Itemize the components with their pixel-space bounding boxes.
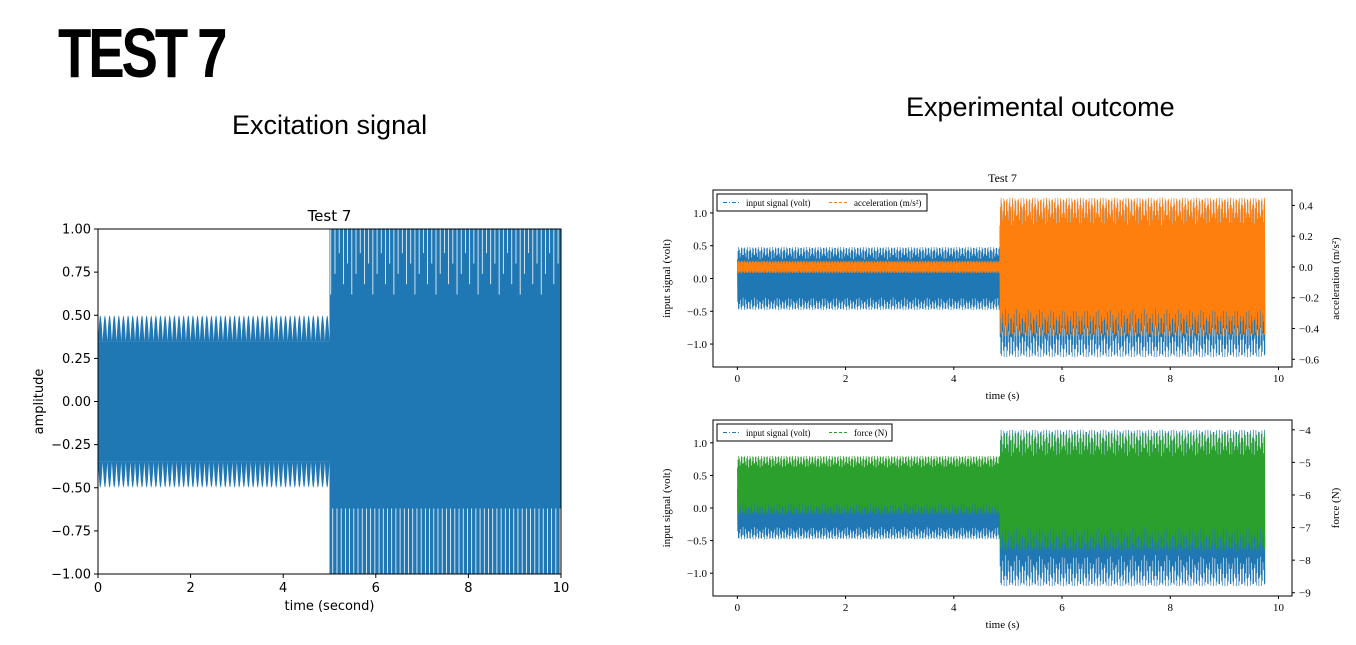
experimental-outcome-heading: Experimental outcome [906, 92, 1175, 122]
acceleration-chart-title: Test 7 [988, 171, 1017, 185]
force-chart-x-tick-label: 8 [1167, 602, 1173, 614]
acceleration-chart-y-axis-label: input signal (volt) [661, 239, 673, 318]
acceleration-chart-input-signal-line [737, 246, 1001, 311]
force-chart-x-tick-label: 10 [1273, 602, 1285, 614]
y-tick-label: 1.00 [62, 223, 91, 238]
force-chart-y2-tick-label: −8 [1299, 555, 1311, 567]
acceleration-chart-x-tick-label: 6 [1059, 373, 1065, 385]
acceleration-chart-frame [712, 189, 1293, 368]
y-tick-label: −0.25 [51, 438, 91, 453]
acceleration-chart-legend-label-second: acceleration (m/s²) [854, 198, 921, 208]
y-tick-label: −0.50 [51, 481, 91, 496]
series-segment-high [329, 229, 561, 574]
series-segment-low [98, 341, 330, 462]
force-chart-legend-label-second: force (N) [854, 428, 887, 438]
force-chart-y-tick-label: 0.0 [693, 503, 707, 515]
acceleration-chart-y2-tick-label: 0.4 [1299, 200, 1313, 212]
acceleration-chart-x-tick-label: 2 [843, 373, 849, 385]
series-segment-low-lower-edge [98, 461, 330, 488]
plot-frame [97, 228, 562, 575]
x-tick-label: 4 [279, 581, 287, 596]
acceleration-chart-y2-tick-label: −0.2 [1299, 293, 1319, 305]
y-tick-label: 0.00 [62, 395, 91, 410]
acceleration-chart-x-tick-label: 0 [735, 373, 741, 385]
force-chart-input-signal-line [999, 429, 1266, 587]
acceleration-chart-x-tick-label: 4 [951, 373, 957, 385]
x-axis-label: time (second) [284, 599, 374, 614]
acceleration-chart-plot-area: 0 2 4 6 8 10 −1.0 −0.5 0.0 0.5 1.0 −0.6 −0.4 −0.2 0.0 0… [661, 171, 1342, 402]
force-chart-frame [712, 419, 1293, 597]
force-chart-y-tick-label: −1.0 [687, 568, 707, 580]
force-chart-y2-tick-label: −9 [1299, 588, 1311, 600]
force-chart-x-tick-label: 6 [1059, 602, 1065, 614]
x-tick-label: 0 [94, 581, 102, 596]
force-chart-x-tick-label: 2 [843, 602, 849, 614]
x-tick-label: 10 [553, 581, 570, 596]
force-chart-legend-box [716, 423, 893, 442]
acceleration-chart-y-tick-label: 0.5 [693, 241, 707, 253]
force-chart-y2-tick-label: −4 [1299, 425, 1311, 437]
y-tick-label: 0.25 [62, 352, 91, 367]
force-chart-y2-tick-label: −5 [1299, 457, 1311, 469]
acceleration-chart-legend-box [716, 193, 928, 212]
excitation-signal-heading: Excitation signal [232, 110, 428, 140]
x-tick-label: 6 [372, 581, 380, 596]
series-segment-low-upper-edge [98, 315, 330, 342]
x-tick-label: 2 [186, 581, 194, 596]
force-chart-y-axis-label: input signal (volt) [661, 468, 673, 547]
y-tick-label: 0.50 [62, 309, 91, 324]
force-chart-second-series-line [999, 432, 1266, 551]
acceleration-chart-y-tick-label: 0.0 [693, 274, 707, 286]
slide-title: TEST 7 [58, 14, 227, 92]
force-chart-plot-area: 0 2 4 6 8 10 −1.0 −0.5 0.0 0.5 1.0 −9 −8 −7 −6 −5 −4 time… [661, 419, 1342, 631]
force-chart-second-series-line [737, 455, 1001, 515]
force-chart-x-tick-label: 0 [735, 602, 741, 614]
acceleration-chart-y2-tick-label: −0.6 [1299, 354, 1319, 366]
acceleration-chart-input-signal-line [999, 199, 1266, 358]
force-chart-x-axis-label: time (s) [986, 619, 1020, 631]
force-chart-x-tick-label: 4 [951, 602, 957, 614]
force-chart-y-tick-label: 0.5 [693, 470, 707, 482]
acceleration-chart-x-axis-label: time (s) [986, 390, 1020, 402]
force-chart-y-tick-label: 1.0 [693, 438, 707, 450]
chart-title: Test 7 [307, 207, 352, 225]
acceleration-chart-y2-tick-label: −0.4 [1299, 324, 1319, 336]
force-chart-y2-axis-label: force (N) [1330, 487, 1342, 528]
acceleration-chart-y-tick-label: −0.5 [687, 306, 707, 318]
y-axis-label: amplitude [32, 369, 47, 435]
acceleration-chart-y2-tick-label: 0.2 [1299, 231, 1313, 243]
acceleration-chart-second-series-line [737, 260, 1001, 274]
y-tick-label: −0.75 [51, 524, 91, 539]
acceleration-chart-y-tick-label: −1.0 [687, 339, 707, 351]
force-chart-y2-tick-label: −6 [1299, 490, 1311, 502]
excitation-plot-area: 0 2 4 6 8 10 −1.00 −0.75 −0.50 −0.25 0.00 0.25 0.50 0… [32, 207, 569, 614]
acceleration-chart-second-series-line [999, 197, 1266, 337]
y-tick-label: 0.75 [62, 266, 91, 281]
force-chart-y2-tick-label: −7 [1299, 523, 1311, 535]
force-chart-input-signal-line [737, 476, 1001, 540]
acceleration-chart-x-tick-label: 10 [1273, 373, 1285, 385]
acceleration-chart-y-tick-label: 1.0 [693, 208, 707, 220]
acceleration-chart-y2-axis-label: acceleration (m/s²) [1330, 237, 1342, 320]
y-tick-label: −1.00 [51, 568, 91, 583]
force-chart-legend-label-input: input signal (volt) [746, 428, 811, 438]
x-tick-label: 8 [464, 581, 472, 596]
acceleration-chart-y2-tick-label: 0.0 [1299, 262, 1313, 274]
acceleration-chart-x-tick-label: 8 [1167, 373, 1173, 385]
force-chart-y-tick-label: −0.5 [687, 536, 707, 548]
acceleration-chart-legend-label-input: input signal (volt) [746, 198, 811, 208]
